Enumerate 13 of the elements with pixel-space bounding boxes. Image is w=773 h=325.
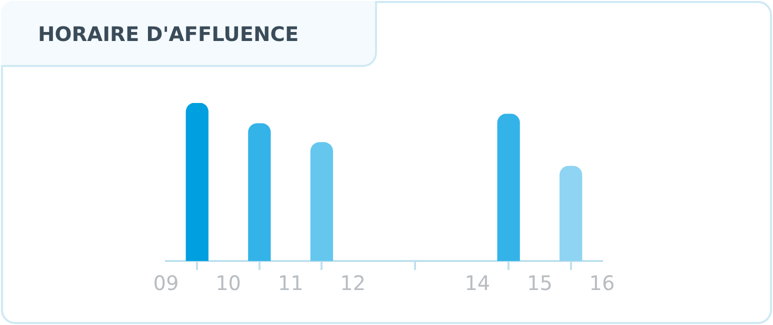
x-tick-label: 14 xyxy=(464,271,490,296)
bar xyxy=(186,103,208,261)
bar xyxy=(560,166,582,261)
x-tick-label: 10 xyxy=(216,271,242,296)
bar xyxy=(310,142,334,261)
x-tick-label: 11 xyxy=(278,271,304,296)
x-tick-label: 12 xyxy=(340,271,366,296)
bar xyxy=(248,123,271,261)
chart-title: HORAIRE D'AFFLUENCE xyxy=(38,22,299,46)
bar xyxy=(497,114,520,261)
x-tick-label: 16 xyxy=(589,271,615,296)
x-tick-label: 15 xyxy=(526,271,552,296)
x-tick-label: 09 xyxy=(153,271,179,296)
